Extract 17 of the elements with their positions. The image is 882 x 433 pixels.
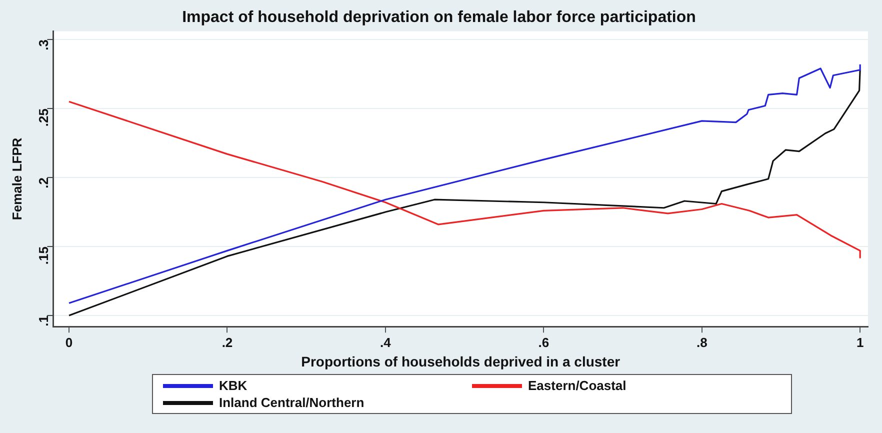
legend-label: Inland Central/Northern [219, 395, 364, 410]
y-tick-label: .15 [36, 246, 51, 265]
x-tick-label: .8 [696, 334, 708, 350]
y-tick-label: .3 [36, 39, 51, 50]
y-axis-title: Female LFPR [9, 137, 24, 220]
x-tick-label: .4 [380, 334, 392, 350]
y-tick-label: .1 [36, 316, 51, 326]
y-tick-label: .25 [36, 108, 51, 127]
x-tick-label: 0 [65, 334, 73, 350]
x-axis-title: Proportions of households deprived in a cluster [301, 353, 621, 370]
y-tick-label: .2 [36, 178, 51, 188]
chart-title: Impact of household deprivation on female labor force participation [182, 9, 696, 26]
x-tick-label: 1 [856, 334, 864, 350]
legend-label: Eastern/Coastal [528, 378, 626, 393]
legend-label: KBK [219, 378, 248, 393]
x-tick-label: .2 [222, 334, 233, 350]
x-tick-label: .6 [538, 334, 550, 350]
